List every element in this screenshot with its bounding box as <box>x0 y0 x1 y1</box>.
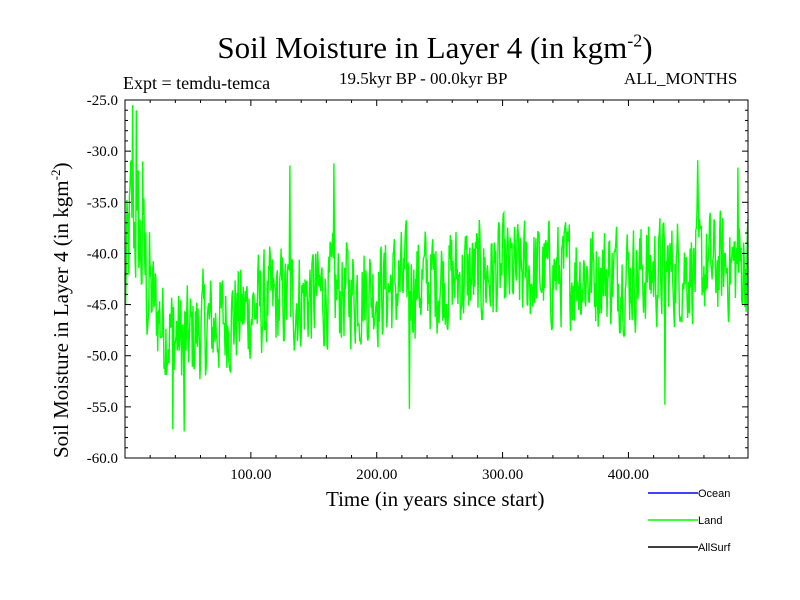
experiment-label: Expt = temdu-temca <box>123 73 271 93</box>
legend-label: AllSurf <box>698 542 731 554</box>
legend-label: Land <box>698 515 722 527</box>
y-tick-label: -35.0 <box>87 195 118 211</box>
x-tick-label: 100.00 <box>230 467 271 483</box>
y-tick-label: -40.0 <box>87 246 118 262</box>
y-tick-label: -45.0 <box>87 298 118 314</box>
plot-frame <box>124 99 749 459</box>
y-tick-label: -30.0 <box>87 144 118 160</box>
y-tick-label: -25.0 <box>87 93 118 109</box>
chart-title: Soil Moisture in Layer 4 (in kgm-2) <box>217 30 653 65</box>
series-line-land <box>124 105 749 432</box>
x-tick-label: 400.00 <box>608 467 649 483</box>
months-label: ALL_MONTHS <box>624 69 738 88</box>
legend-label: Ocean <box>698 488 730 500</box>
y-tick-label: -60.0 <box>87 451 118 467</box>
y-tick-label: -55.0 <box>87 400 118 416</box>
x-axis-label: Time (in years since start) <box>326 487 545 511</box>
x-tick-label: 300.00 <box>482 467 523 483</box>
y-tick-label: -50.0 <box>87 349 118 365</box>
time-period-label: 19.5kyr BP - 00.0kyr BP <box>339 69 508 88</box>
x-tick-label: 200.00 <box>356 467 397 483</box>
